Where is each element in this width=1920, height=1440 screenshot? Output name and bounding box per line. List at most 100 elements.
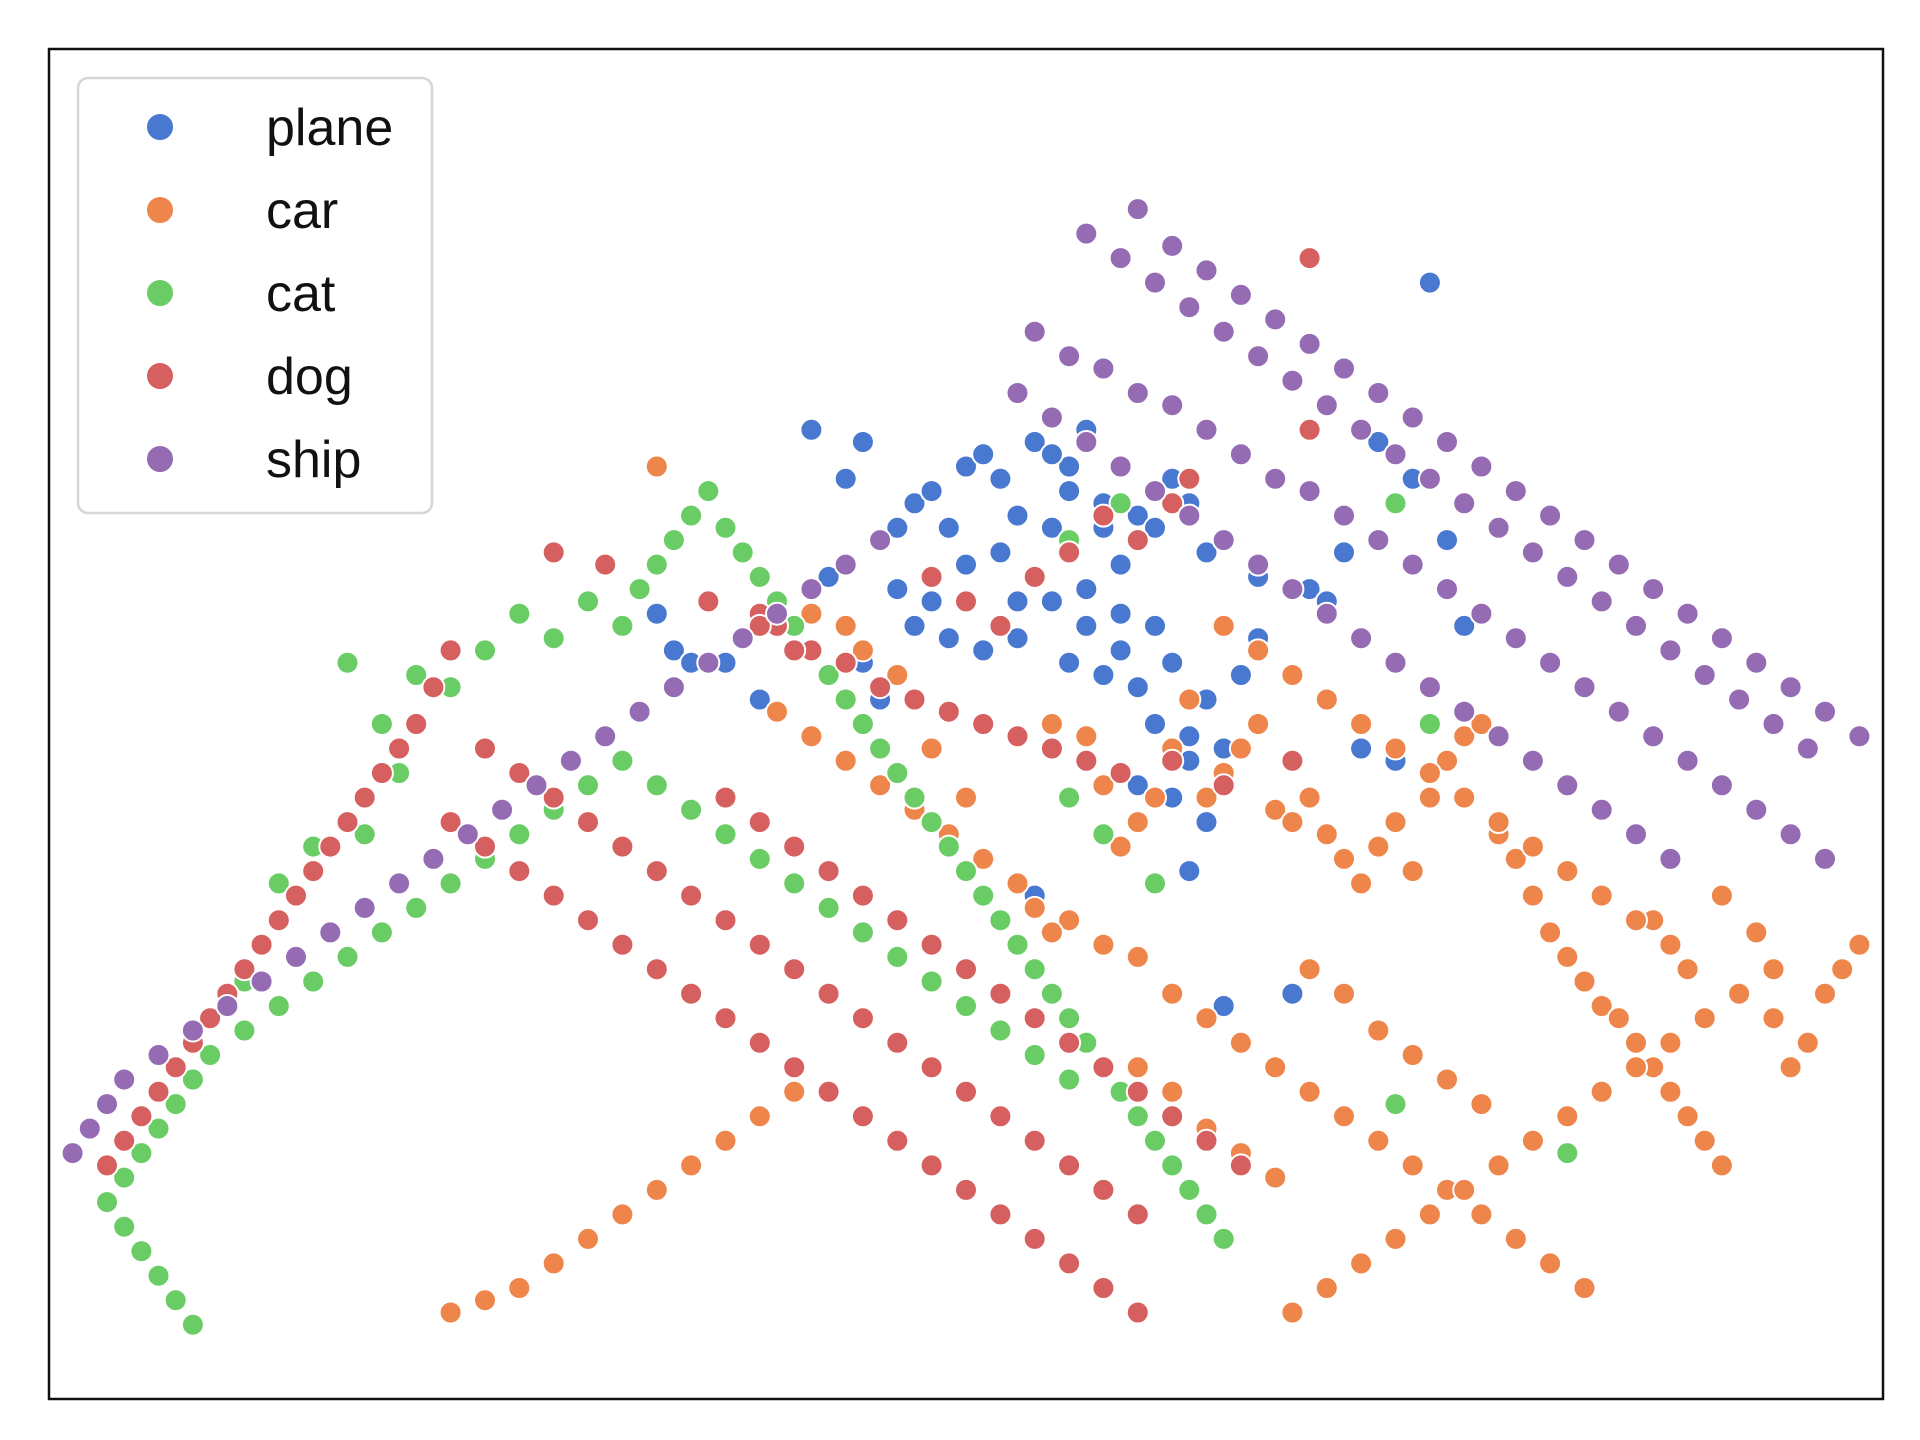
point-dog-100 (1160, 491, 1185, 516)
point-ship-53 (1383, 442, 1408, 467)
point-ship-112 (215, 994, 240, 1018)
point-dog-75 (1091, 1276, 1116, 1300)
point-plane-29 (971, 638, 996, 663)
point-plane-48 (1452, 613, 1477, 638)
series-ship (60, 197, 1872, 1166)
point-ship-48 (1211, 319, 1236, 344)
point-cat-58 (1143, 1128, 1167, 1153)
point-dog-22 (318, 834, 343, 859)
point-ship-37 (1452, 699, 1477, 724)
point-dog-86 (1022, 1006, 1047, 1031)
point-ship-72 (1332, 356, 1356, 381)
point-ship-113 (180, 1018, 205, 1043)
point-plane-51 (644, 601, 669, 626)
point-dog-101 (1177, 466, 1202, 491)
point-car-68 (1813, 981, 1837, 1006)
point-plane-25 (954, 552, 978, 577)
point-dog-59 (541, 883, 566, 908)
point-ship-5 (1194, 417, 1219, 442)
point-car-98 (833, 748, 858, 773)
point-cat-16 (95, 1190, 119, 1215)
point-dog-71 (954, 1177, 978, 1202)
point-plane-28 (936, 626, 961, 651)
point-dog-93 (919, 564, 944, 589)
point-car-59 (1572, 1276, 1597, 1300)
point-ship-41 (1589, 797, 1614, 822)
point-car-69 (1830, 957, 1855, 982)
point-car-52 (1332, 1104, 1356, 1129)
legend-marker-dog (145, 361, 175, 391)
point-dog-53 (1057, 1153, 1082, 1178)
point-ship-69 (1228, 282, 1253, 307)
point-dog-66 (782, 1055, 807, 1080)
point-car-121 (438, 1300, 463, 1325)
point-ship-45 (1108, 246, 1133, 271)
point-dog-84 (954, 957, 978, 982)
point-ship-68 (1194, 258, 1219, 283)
point-ship-13 (1469, 601, 1494, 626)
point-ship-30 (1211, 528, 1236, 553)
point-car-45 (1091, 932, 1116, 957)
point-dog-12 (1039, 736, 1064, 761)
point-cat-67 (747, 846, 772, 871)
point-dog-7 (868, 675, 893, 700)
point-plane-71 (1143, 613, 1167, 638)
legend-marker-ship (145, 444, 175, 474)
point-car-56 (1469, 1202, 1494, 1227)
point-car-80 (1211, 613, 1236, 638)
point-car-53 (1366, 1128, 1391, 1153)
point-cat-11 (180, 1067, 205, 1092)
point-ship-36 (1417, 675, 1442, 700)
point-cat-48 (971, 883, 996, 908)
point-ship-102 (558, 748, 583, 773)
point-car-82 (1280, 663, 1305, 687)
point-dog-50 (954, 1079, 978, 1104)
point-ship-96 (765, 601, 789, 626)
point-ship-7 (1263, 466, 1288, 491)
point-car-112 (747, 1104, 772, 1129)
point-dog-11 (1005, 724, 1030, 749)
point-car-2 (833, 613, 858, 638)
point-dog-15 (438, 638, 463, 663)
point-dog-78 (747, 810, 772, 835)
point-car-54 (1400, 1153, 1425, 1178)
point-car-19 (1297, 785, 1322, 810)
point-cat-93 (1555, 1141, 1580, 1166)
point-car-35 (1572, 969, 1597, 994)
point-car-57 (1503, 1226, 1528, 1251)
point-car-26 (1417, 785, 1442, 810)
point-plane-3 (816, 564, 841, 589)
point-car-124 (1692, 1006, 1717, 1031)
point-ship-3 (1125, 381, 1150, 405)
legend-label-ship: ship (266, 431, 361, 489)
point-plane-31 (1039, 589, 1064, 614)
point-cat-49 (988, 908, 1013, 933)
point-dog-35 (95, 1153, 119, 1178)
point-car-104 (1022, 895, 1047, 920)
point-plane-19 (1143, 515, 1167, 540)
point-cat-94 (1383, 491, 1408, 516)
point-dog-72 (988, 1202, 1013, 1227)
point-car-116 (610, 1202, 635, 1227)
point-cat-12 (163, 1092, 188, 1117)
point-dog-81 (850, 883, 875, 908)
point-ship-107 (387, 871, 412, 896)
point-dog-105 (1280, 748, 1305, 773)
point-plane-22 (1194, 540, 1219, 565)
point-cat-62 (1211, 1226, 1236, 1251)
point-plane-26 (988, 540, 1013, 565)
point-car-36 (1589, 994, 1614, 1018)
point-ship-29 (1177, 503, 1202, 528)
point-car-29 (1469, 712, 1494, 736)
point-car-115 (644, 1177, 669, 1202)
point-ship-93 (868, 528, 893, 553)
point-car-23 (1366, 834, 1391, 859)
point-plane-79 (1366, 430, 1391, 454)
point-cat-26 (576, 589, 600, 614)
point-car-119 (507, 1276, 532, 1300)
point-dog-107 (747, 613, 772, 638)
point-dog-60 (576, 908, 600, 933)
point-ship-81 (1641, 577, 1666, 602)
point-ship-109 (318, 920, 343, 945)
point-car-22 (1349, 871, 1374, 896)
